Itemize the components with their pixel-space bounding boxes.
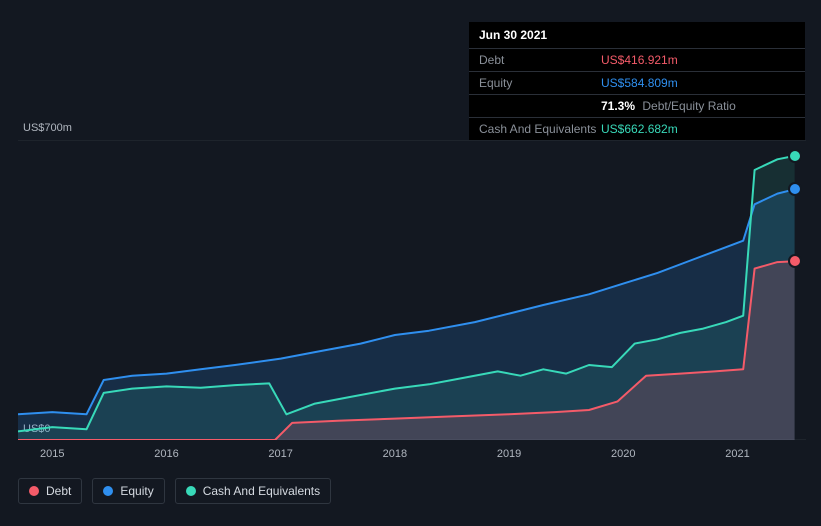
- chart-tooltip: Jun 30 2021 Debt US$416.921m Equity US$5…: [469, 22, 805, 140]
- tooltip-label: Cash And Equivalents: [479, 122, 601, 136]
- x-tick-label: 2020: [611, 448, 635, 460]
- equity-end-marker: [788, 182, 802, 196]
- tooltip-label: Debt: [479, 53, 601, 67]
- legend-item-equity[interactable]: Equity: [92, 478, 164, 504]
- x-tick-label: 2021: [725, 448, 749, 460]
- debt-end-marker: [788, 254, 802, 268]
- legend-swatch: [103, 486, 113, 496]
- legend-label: Cash And Equivalents: [203, 484, 320, 498]
- tooltip-value: US$416.921m: [601, 53, 678, 67]
- y-axis-max-label: US$700m: [23, 122, 72, 134]
- x-tick-label: 2016: [154, 448, 178, 460]
- tooltip-ratio-label: Debt/Equity Ratio: [642, 99, 735, 113]
- tooltip-label: Equity: [479, 76, 601, 90]
- x-tick-label: 2017: [268, 448, 292, 460]
- financials-chart: Jun 30 2021 Debt US$416.921m Equity US$5…: [0, 0, 821, 526]
- x-axis: 2015 2016 2017 2018 2019 2020 2021: [18, 448, 806, 468]
- tooltip-ratio-pct: 71.3%: [601, 99, 635, 113]
- x-tick-label: 2019: [497, 448, 521, 460]
- tooltip-value: US$584.809m: [601, 76, 678, 90]
- tooltip-row-ratio: 71.3% Debt/Equity Ratio: [469, 95, 805, 118]
- legend-item-debt[interactable]: Debt: [18, 478, 82, 504]
- legend-swatch: [186, 486, 196, 496]
- chart-svg: [18, 140, 806, 440]
- plot-area[interactable]: [18, 140, 806, 440]
- legend-swatch: [29, 486, 39, 496]
- tooltip-ratio: 71.3% Debt/Equity Ratio: [601, 99, 736, 113]
- tooltip-label: [479, 99, 601, 113]
- x-tick-label: 2015: [40, 448, 64, 460]
- legend-label: Equity: [120, 484, 153, 498]
- cash-end-marker: [788, 149, 802, 163]
- tooltip-row-debt: Debt US$416.921m: [469, 49, 805, 72]
- x-tick-label: 2018: [383, 448, 407, 460]
- tooltip-value: US$662.682m: [601, 122, 678, 136]
- legend-label: Debt: [46, 484, 71, 498]
- tooltip-date: Jun 30 2021: [469, 22, 805, 49]
- tooltip-row-cash: Cash And Equivalents US$662.682m: [469, 118, 805, 140]
- tooltip-row-equity: Equity US$584.809m: [469, 72, 805, 95]
- chart-legend: Debt Equity Cash And Equivalents: [18, 478, 331, 504]
- legend-item-cash[interactable]: Cash And Equivalents: [175, 478, 331, 504]
